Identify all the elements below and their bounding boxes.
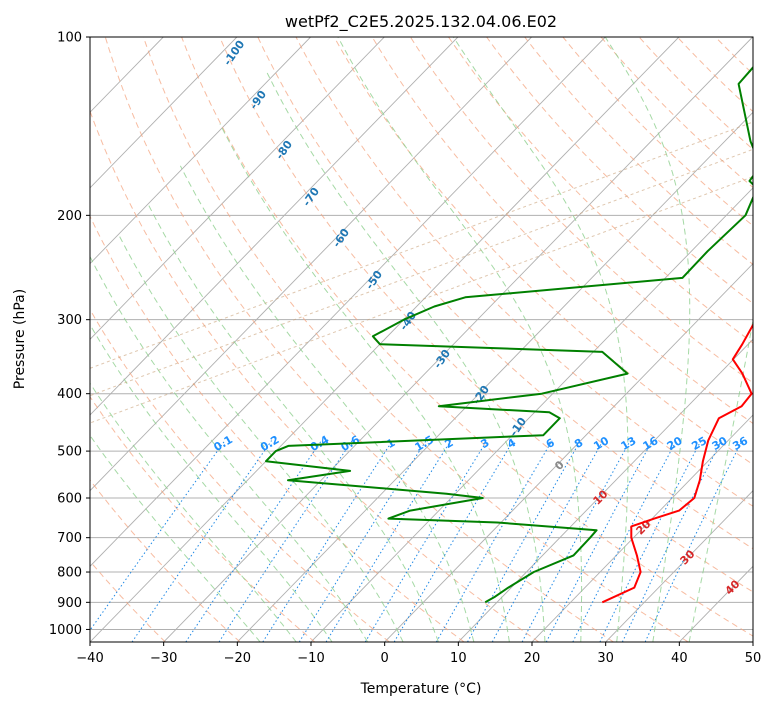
moist-adiabat-line <box>90 382 297 642</box>
moist-adiabat-line <box>90 323 333 642</box>
profile-lines <box>265 65 753 604</box>
dry-adiabat-line <box>181 37 753 637</box>
mixing-ratio-line <box>491 440 604 642</box>
mixing-ratio-line <box>298 440 427 642</box>
y-axis: 100 200 300 400 500 600 700 800 900 1000 <box>49 31 90 638</box>
moist-adiabat-line <box>90 434 261 642</box>
moist-adiabat-line <box>452 37 629 642</box>
moist-adiabat-line <box>117 233 404 642</box>
moist-adiabat-line <box>146 201 439 642</box>
profile-line <box>265 65 753 604</box>
mixing-ratio-line <box>185 440 322 642</box>
x-tick-label: 0 <box>381 651 389 666</box>
x-tick-label: −40 <box>76 651 103 666</box>
dry-adiabat-line <box>257 37 753 550</box>
isotherm-line <box>236 111 753 642</box>
y-tick-label: 400 <box>57 387 82 402</box>
y-tick-label: 1000 <box>49 623 82 638</box>
mixing-ratio-line <box>599 440 702 642</box>
x-axis: −40 −30 −20 −10 0 10 20 30 40 50 <box>76 642 761 666</box>
dry-adiabat-line <box>295 37 753 507</box>
moist-adiabat-line <box>90 256 369 642</box>
mixing-ratio-line <box>467 440 581 642</box>
moist-adiabat-line <box>179 165 475 642</box>
dry-adiabat-line <box>90 109 540 642</box>
x-tick-label: 50 <box>745 651 762 666</box>
y-tick-label: 700 <box>57 531 82 546</box>
chart-title: wetPf2_C2E5.2025.132.04.06.E02 <box>285 12 557 32</box>
y-tick-label: 600 <box>57 492 82 507</box>
mixing-ratio-line <box>131 440 273 642</box>
isotherm-line <box>384 262 753 642</box>
dry-adiabat-line <box>104 37 614 642</box>
isotherm-line <box>90 37 680 642</box>
isotherm-line <box>90 37 238 189</box>
isotherm-line <box>90 37 385 340</box>
isotherm-line <box>531 414 753 642</box>
moist-adiabat-line <box>604 37 691 642</box>
dry-adiabat-line <box>90 479 241 642</box>
mixing-ratio-line <box>218 440 353 642</box>
x-axis-label: Temperature (°C) <box>360 681 482 697</box>
y-tick-label: 100 <box>57 31 82 46</box>
isotherm-line <box>90 37 459 416</box>
x-tick-label: −10 <box>297 651 324 666</box>
y-axis-label: Pressure (hPa) <box>12 289 28 389</box>
isotherm-line <box>90 37 311 265</box>
isotherm-line <box>163 37 753 642</box>
dry-adiabat-line <box>371 37 753 425</box>
isotherm-line <box>90 37 606 567</box>
dry-adiabat-line <box>142 37 689 642</box>
mixing-ratio-line <box>393 440 514 642</box>
x-tick-label: 10 <box>450 651 467 666</box>
plot-frame <box>89 36 754 643</box>
moist-adiabat-line <box>688 317 753 642</box>
x-tick-label: 40 <box>671 651 688 666</box>
x-tick-label: 30 <box>597 651 614 666</box>
dry-adiabat-line <box>219 37 753 593</box>
y-tick-label: 800 <box>57 566 82 581</box>
y-tick-label: 200 <box>57 209 82 224</box>
moist-adiabat-line <box>266 72 546 642</box>
y-tick-label: 300 <box>57 313 82 328</box>
y-tick-label: 500 <box>57 445 82 460</box>
x-tick-label: 20 <box>524 651 541 666</box>
dry-adiabat-line <box>486 37 753 305</box>
dry-adiabat-line <box>409 37 753 384</box>
isotherm-line <box>90 37 532 492</box>
mixing-ratio-line <box>325 440 452 642</box>
isotherm-line <box>310 187 753 642</box>
dry-adiabat-line <box>448 37 753 344</box>
x-tick-label: −20 <box>224 651 251 666</box>
dry-adiabat-line <box>90 395 316 642</box>
profile-line <box>601 322 753 604</box>
mixing-ratio-line <box>364 440 488 642</box>
isotherm-line <box>605 490 753 642</box>
mixing-ratio-line <box>521 440 631 642</box>
x-tick-label: −30 <box>150 651 177 666</box>
y-tick-label: 900 <box>57 596 82 611</box>
